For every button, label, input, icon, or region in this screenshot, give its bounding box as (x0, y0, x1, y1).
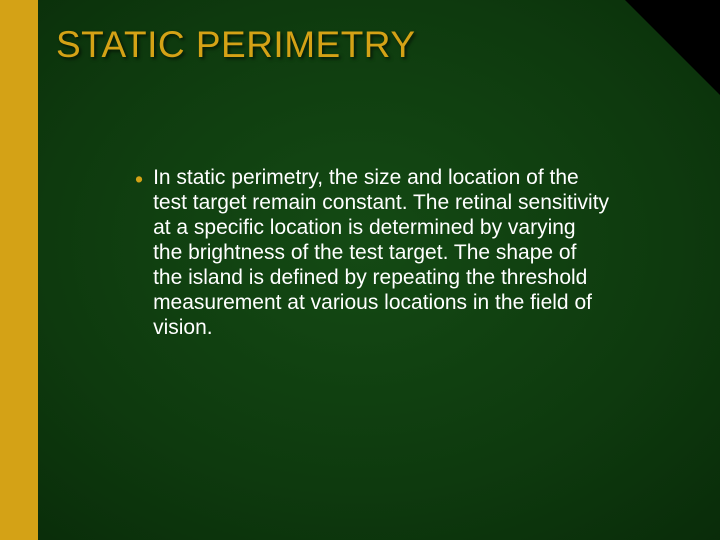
corner-triangle-icon (625, 0, 720, 95)
body-text: In static perimetry, the size and locati… (153, 165, 610, 340)
slide-title: STATIC PERIMETRY (56, 24, 416, 66)
bullet-icon: • (135, 165, 143, 193)
gold-sidebar (0, 0, 38, 540)
slide: STATIC PERIMETRY • In static perimetry, … (0, 0, 720, 540)
bullet-item: • In static perimetry, the size and loca… (135, 165, 610, 340)
slide-body: • In static perimetry, the size and loca… (135, 165, 610, 340)
